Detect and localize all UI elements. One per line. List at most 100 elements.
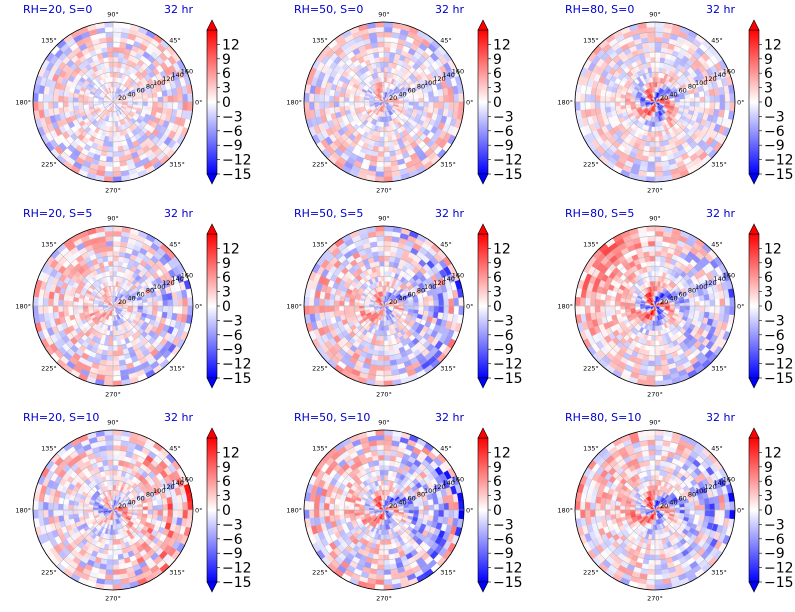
- heat-cell: [383, 171, 393, 178]
- heat-cell: [304, 92, 310, 103]
- heat-cell: [709, 101, 716, 109]
- heat-cell: [652, 320, 656, 327]
- angle-tick-label: 270°: [376, 187, 392, 195]
- heat-cell: [333, 305, 340, 312]
- heat-cell: [383, 81, 387, 88]
- heat-cell: [308, 297, 315, 307]
- heat-cell: [380, 325, 385, 332]
- heat-cell: [107, 350, 114, 357]
- heat-cell: [594, 95, 601, 103]
- heat-cell: [377, 156, 385, 163]
- heat-cell: [112, 355, 120, 362]
- heat-cell: [714, 101, 721, 110]
- angle-tick-label: 90°: [378, 11, 390, 19]
- heat-cell: [338, 96, 345, 103]
- heat-cell: [650, 136, 656, 143]
- heat-cell: [112, 46, 120, 53]
- heat-cell: [448, 93, 455, 103]
- heat-cell: [107, 51, 114, 58]
- heat-cell: [33, 305, 39, 316]
- angular-grid-line: [383, 45, 441, 103]
- heat-cell: [375, 31, 385, 38]
- heat-cell: [57, 95, 64, 103]
- heat-cell: [108, 136, 114, 143]
- heat-cell: [654, 146, 661, 153]
- angle-tick-label: 315°: [169, 365, 185, 373]
- heat-cell: [403, 305, 410, 310]
- heat-cell: [172, 101, 179, 110]
- heat-cell: [107, 345, 114, 352]
- heat-cell: [112, 76, 117, 83]
- heat-cell: [654, 22, 665, 28]
- heat-cell: [112, 255, 119, 262]
- heat-cell: [92, 99, 99, 103]
- heat-cell: [383, 255, 390, 262]
- heat-cell: [72, 97, 79, 103]
- heat-cell: [375, 166, 385, 173]
- radial-tick-label: 160: [181, 67, 193, 75]
- angular-grid-line: [112, 45, 170, 103]
- heat-cell: [328, 305, 335, 313]
- angular-grid-line: [327, 45, 385, 103]
- heat-cell: [107, 56, 114, 63]
- heat-cell: [383, 71, 388, 78]
- heat-cell: [304, 101, 310, 112]
- heat-cell: [589, 94, 596, 103]
- heat-cell: [383, 146, 390, 153]
- heat-cell: [112, 22, 123, 28]
- heat-cell: [87, 302, 94, 307]
- heat-cell: [376, 36, 385, 43]
- colorbar-gradient: [206, 233, 218, 379]
- heat-cell: [378, 255, 385, 262]
- radial-tick-label: 80: [417, 83, 425, 91]
- heat-cell: [353, 302, 360, 307]
- heat-cell: [67, 305, 74, 312]
- heat-cell: [614, 97, 621, 103]
- heat-cell: [112, 365, 121, 372]
- heat-cell: [358, 98, 365, 103]
- heat-cell: [112, 26, 122, 33]
- heat-cell: [652, 116, 656, 123]
- heat-cell: [383, 76, 388, 83]
- heat-cell: [654, 51, 661, 58]
- colorbar-extend-max: [206, 223, 218, 235]
- heat-cell: [609, 96, 616, 103]
- heat-cell: [383, 230, 393, 237]
- heat-cell: [67, 300, 74, 307]
- heat-cell: [719, 101, 726, 111]
- heat-cell: [107, 141, 114, 148]
- heat-cell: [112, 56, 119, 63]
- heat-cell: [724, 93, 731, 103]
- angle-tick-label: 225°: [41, 365, 57, 373]
- angle-tick-label: 315°: [440, 365, 456, 373]
- heat-cell: [147, 305, 154, 311]
- heat-cell: [172, 305, 179, 314]
- heat-cell: [375, 370, 385, 377]
- heat-cell: [323, 299, 330, 307]
- heat-cell: [624, 98, 631, 103]
- heat-cell: [318, 305, 325, 314]
- angle-tick-label: 315°: [711, 161, 727, 169]
- heat-cell: [408, 101, 415, 106]
- heat-cell: [383, 355, 391, 362]
- heat-cell: [47, 305, 54, 314]
- heat-cell: [142, 305, 149, 311]
- heat-cell: [157, 305, 164, 312]
- heat-cell: [308, 101, 315, 111]
- colorbar-tick-label: −15: [493, 371, 523, 387]
- colorbar-tick-label: 6: [493, 66, 502, 82]
- angle-tick-label: 225°: [41, 161, 57, 169]
- heat-cell: [33, 92, 39, 103]
- heat-cell: [380, 121, 385, 128]
- heat-cell: [112, 370, 122, 377]
- heat-cell: [187, 305, 193, 316]
- heat-cell: [654, 71, 659, 78]
- heat-cell: [318, 101, 325, 110]
- heat-cell: [323, 95, 330, 103]
- heat-cell: [106, 245, 114, 252]
- heat-cell: [67, 96, 74, 103]
- heat-cell: [423, 101, 430, 108]
- heat-cell: [343, 301, 350, 307]
- heat-cell: [383, 350, 390, 357]
